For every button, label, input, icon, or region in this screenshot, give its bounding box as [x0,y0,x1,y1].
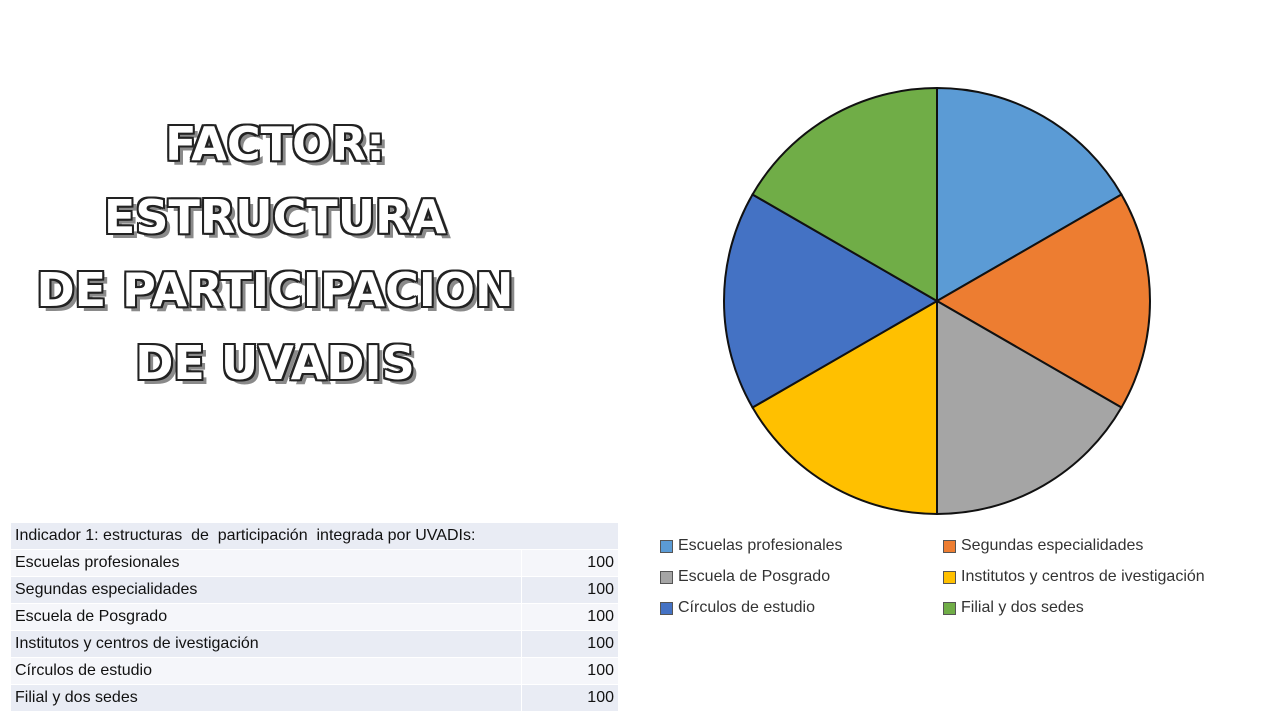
pie-chart [723,86,1151,516]
legend-item-institutos: Institutos y centros de ivestigación [943,566,1243,588]
legend-swatch [660,570,673,584]
table-header-row: Indicador 1: estructuras de participació… [10,522,619,550]
legend-label: Círculos de estudio [678,599,815,616]
title-line-1: FACTOR: [165,117,385,171]
pie-slice-escuela-de-posgrado [936,299,1123,516]
legend-item-circulos-de-estudio: Círculos de estudio [660,597,943,619]
pie-slice-institutos-y-centros-de-ivestigacion [751,299,938,516]
table-row: Filial y dos sedes 100 [10,684,619,712]
row-value: 100 [521,657,619,685]
row-label: Filial y dos sedes [10,684,522,712]
row-value: 100 [521,549,619,577]
legend-item-escuelas-profesionales: Escuelas profesionales [660,535,943,557]
pie-slice-circulos-de-estudio [723,193,939,409]
legend-item-escuela-de-posgrado: Escuela de Posgrado [660,566,943,588]
table-row: Escuelas profesionales 100 [10,549,619,577]
pie-slice-escuelas-profesionales [936,86,1123,303]
legend-label: Institutos y centros de ivestigación [961,568,1205,585]
row-label: Escuela de Posgrado [10,603,522,631]
row-value: 100 [521,576,619,604]
row-value: 100 [521,630,619,658]
indicator-table: Indicador 1: estructuras de participació… [10,522,619,712]
row-value: 100 [521,684,619,712]
chart-legend: Escuelas profesionales Segundas especial… [660,535,1260,619]
page-title: FACTOR: ESTRUCTURA DE PARTICIPACION DE U… [10,108,540,400]
row-label: Institutos y centros de ivestigación [10,630,522,658]
legend-label: Escuelas profesionales [678,537,843,554]
legend-label: Escuela de Posgrado [678,568,831,585]
legend-swatch [943,539,956,553]
row-label: Escuelas profesionales [10,549,522,577]
legend-label: Filial y dos sedes [961,599,1084,616]
legend-label: Segundas especialidades [961,537,1144,554]
pie-slice-filial-y-dos-sedes [751,86,938,303]
row-label: Círculos de estudio [10,657,522,685]
legend-swatch [943,601,956,615]
row-label: Segundas especialidades [10,576,522,604]
legend-item-filial-y-dos-sedes: Filial y dos sedes [943,597,1243,619]
legend-swatch [660,539,673,553]
pie-slice-segundas-especialidades [935,193,1151,409]
legend-swatch [660,601,673,615]
title-line-3: DE PARTICIPACION [36,263,514,317]
table-header: Indicador 1: estructuras de participació… [10,522,619,550]
legend-item-segundas-especialidades: Segundas especialidades [943,535,1243,557]
table-row: Institutos y centros de ivestigación 100 [10,630,619,658]
title-line-4: DE UVADIS [135,336,415,390]
table-row: Círculos de estudio 100 [10,657,619,685]
legend-swatch [943,570,956,584]
title-line-2: ESTRUCTURA [103,190,447,244]
table-row: Escuela de Posgrado 100 [10,603,619,631]
table-row: Segundas especialidades 100 [10,576,619,604]
row-value: 100 [521,603,619,631]
